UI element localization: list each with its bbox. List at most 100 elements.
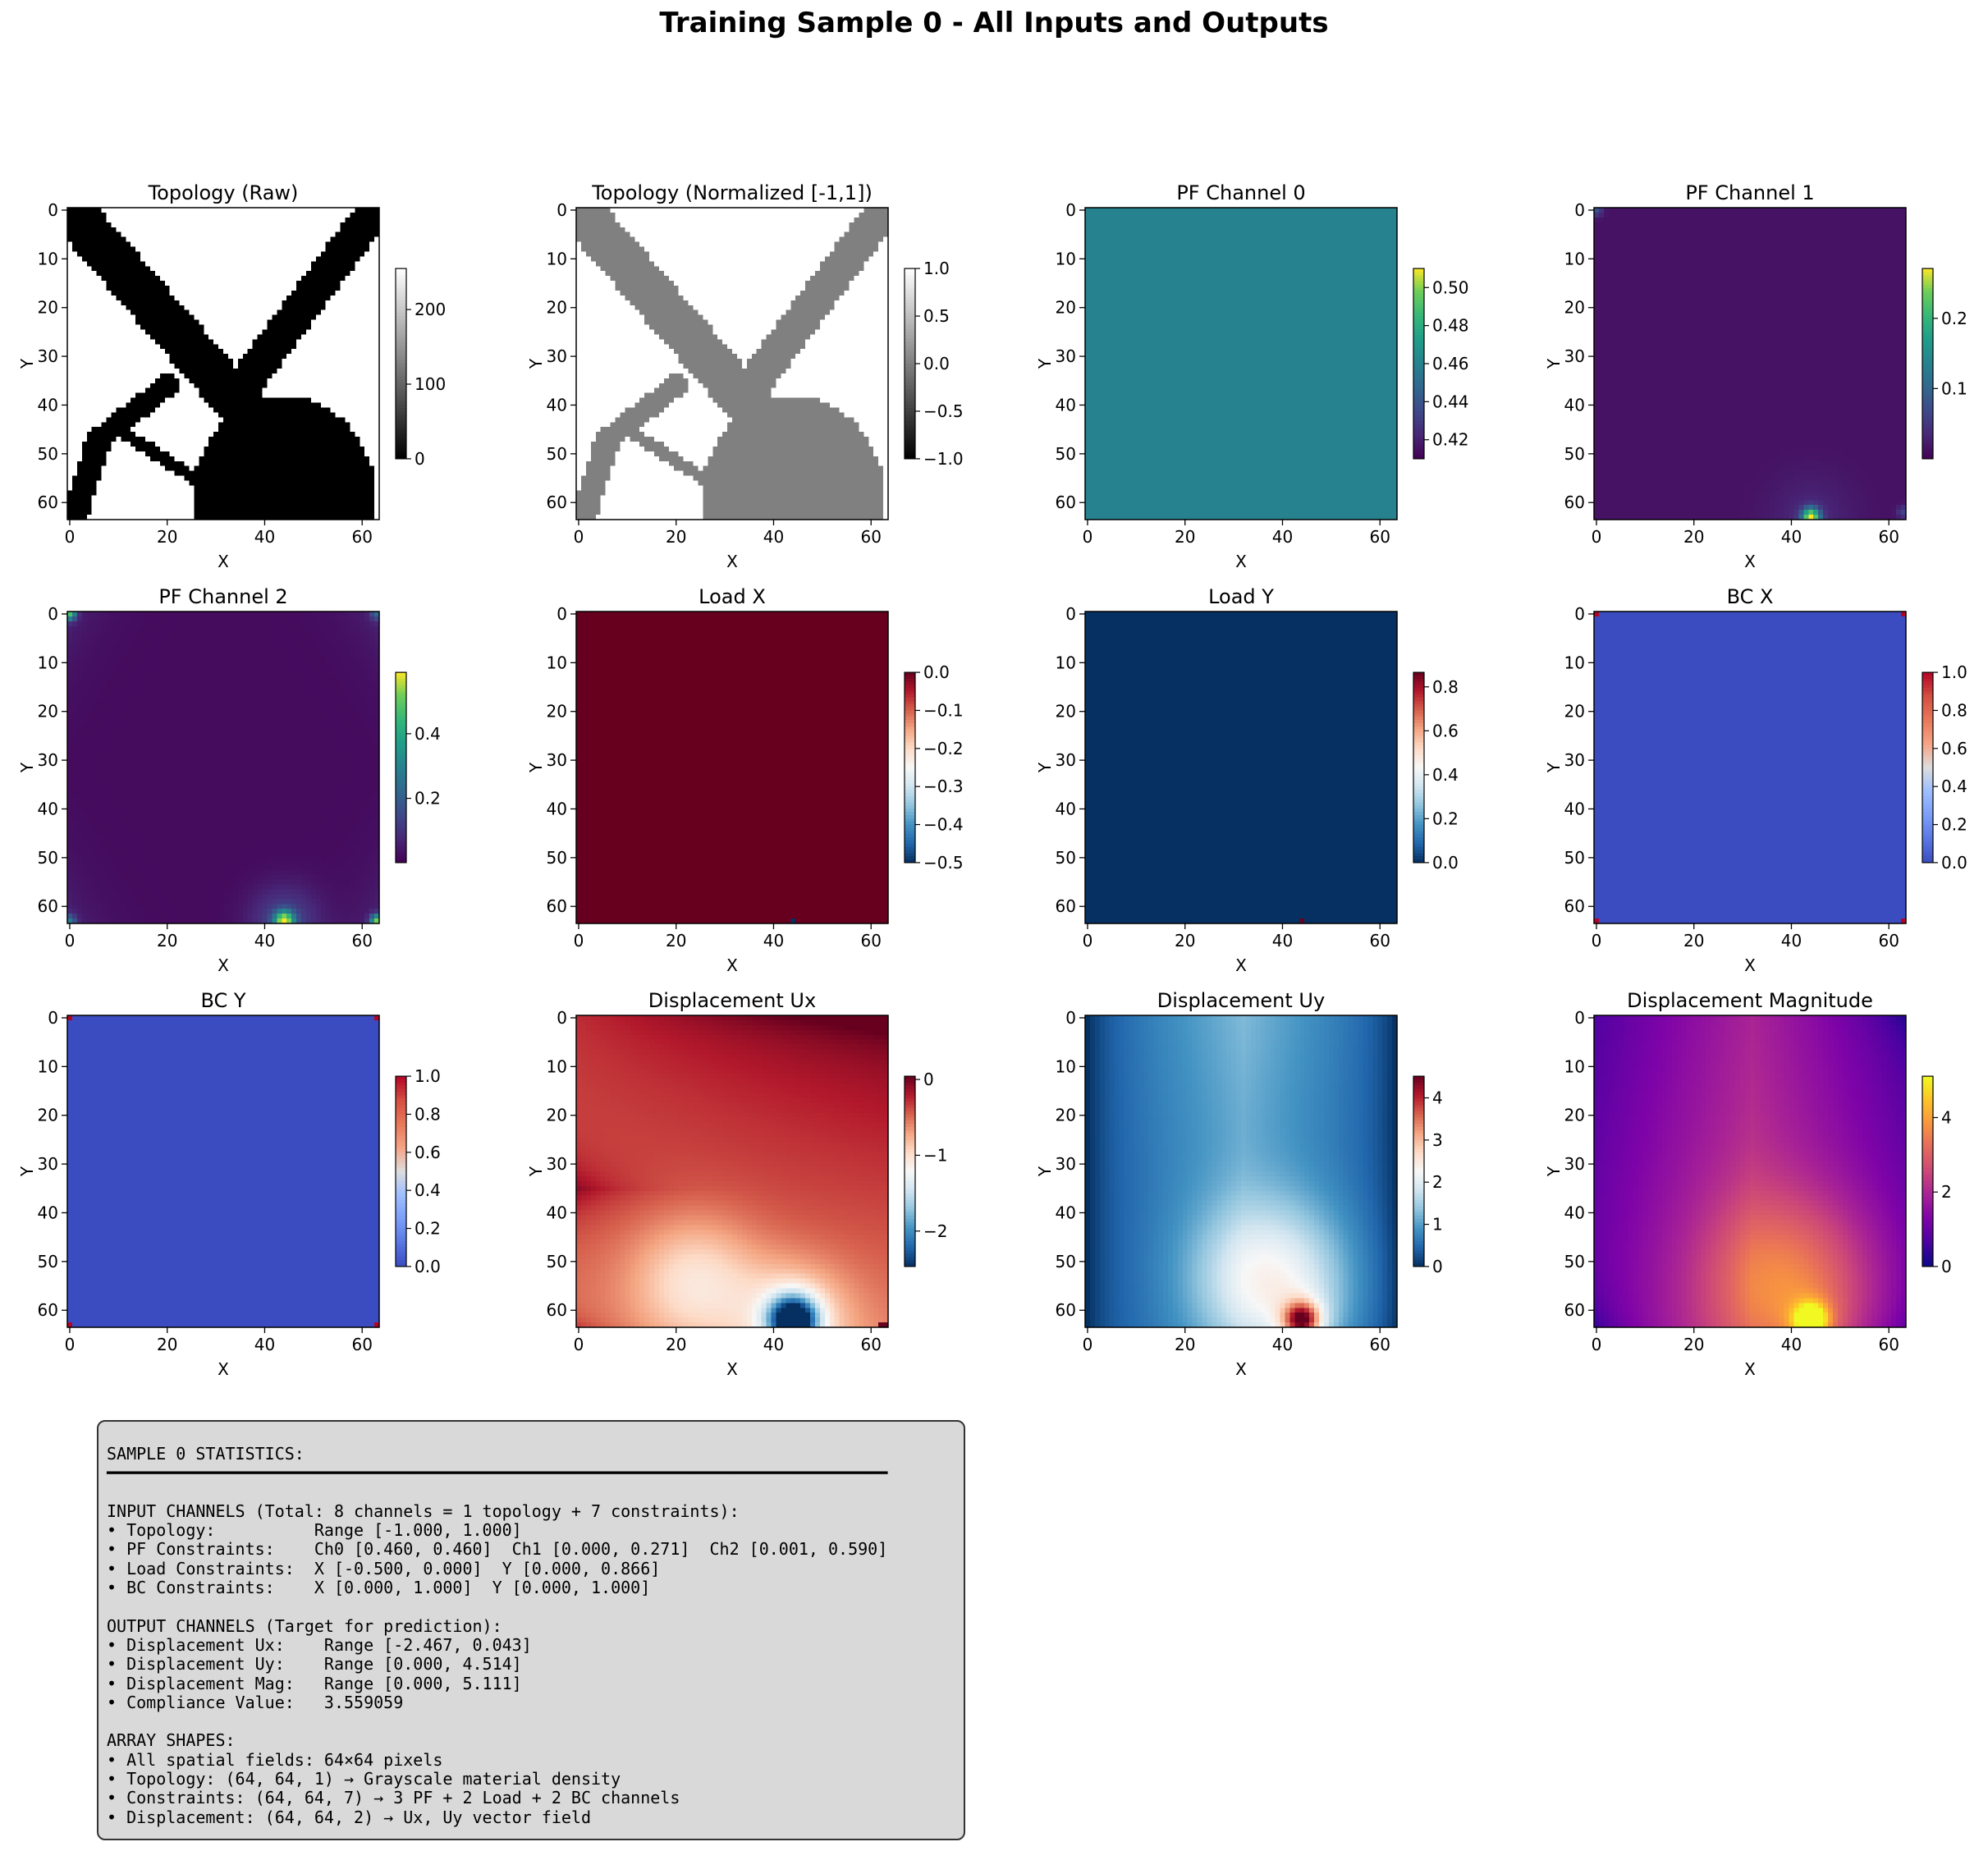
heatmap-cell: [199, 480, 204, 486]
heatmap-cell: [605, 261, 611, 267]
heatmap-cell: [252, 222, 258, 228]
heatmap-cell: [330, 383, 336, 389]
heatmap-cell: [345, 217, 350, 223]
heatmap-cell: [218, 266, 224, 272]
heatmap-cell: [839, 241, 845, 247]
heatmap-cell: [232, 407, 239, 413]
heatmap-cell: [320, 246, 327, 252]
heatmap-cell: [610, 256, 616, 262]
heatmap-cell: [340, 290, 346, 296]
heatmap-cell: [305, 446, 312, 452]
heatmap-cell: [305, 427, 312, 433]
heatmap-cell: [315, 212, 322, 218]
heatmap-cell: [140, 227, 146, 233]
heatmap-cell: [355, 300, 360, 306]
heatmap-cell: [751, 241, 758, 247]
heatmap-cell: [242, 480, 249, 486]
heatmap-cell: [149, 475, 156, 481]
heatmap-cell: [625, 236, 630, 242]
heatmap-cell: [116, 402, 121, 408]
heatmap-cell: [208, 456, 214, 462]
heatmap-cell: [232, 368, 239, 374]
heatmap-cell: [71, 334, 78, 340]
heatmap-cell: [727, 256, 733, 262]
heatmap-cell: [194, 266, 199, 272]
heatmap-cell: [194, 417, 199, 423]
heatmap-cell: [174, 276, 180, 282]
heatmap-cell: [315, 281, 322, 286]
heatmap-cell: [232, 295, 239, 301]
heatmap-cell: [620, 246, 625, 252]
heatmap-cell: [305, 281, 312, 286]
heatmap-cell: [286, 495, 292, 501]
heatmap-cell: [272, 227, 277, 233]
heatmap-cell: [369, 427, 375, 433]
heatmap-cell: [277, 510, 282, 515]
colorbar-segment: [396, 395, 406, 399]
heatmap-cell: [189, 231, 195, 237]
heatmap-cell: [335, 295, 341, 301]
heatmap-cell: [325, 378, 331, 384]
heatmap-cell: [345, 281, 350, 286]
panel-title: Topology (Normalized [-1,1]): [591, 181, 873, 204]
heatmap-cell: [126, 344, 131, 350]
heatmap-cell: [131, 495, 136, 501]
heatmap-cell: [698, 241, 703, 247]
heatmap-cell: [310, 251, 317, 257]
heatmap-cell: [277, 515, 282, 520]
heatmap-cell: [91, 383, 97, 389]
heatmap-cell: [364, 505, 370, 511]
heatmap-cell: [257, 495, 263, 501]
heatmap-cell: [673, 208, 680, 213]
heatmap-cell: [126, 305, 131, 311]
heatmap-cell: [282, 407, 287, 413]
heatmap-cell: [257, 456, 263, 462]
heatmap-cell: [96, 334, 102, 340]
heatmap-cell: [237, 383, 244, 389]
heatmap-cell: [116, 480, 121, 486]
heatmap-cell: [345, 422, 350, 428]
heatmap-cell: [194, 246, 199, 252]
heatmap-cell: [658, 251, 665, 257]
heatmap-cell: [131, 295, 136, 301]
heatmap-cell: [116, 490, 121, 496]
heatmap-cell: [364, 422, 370, 428]
heatmap-cell: [76, 480, 83, 486]
heatmap-cell: [101, 251, 107, 257]
heatmap-cell: [615, 222, 621, 228]
heatmap-cell: [135, 261, 141, 267]
heatmap-cell: [776, 256, 781, 262]
panel-title: Topology (Raw): [148, 181, 299, 204]
heatmap-cell: [374, 236, 380, 242]
heatmap-cell: [320, 378, 327, 384]
heatmap-cell: [330, 319, 336, 325]
heatmap-cell: [756, 256, 762, 262]
heatmap-cell: [213, 480, 219, 486]
heatmap-cell: [262, 392, 268, 398]
heatmap-cell: [315, 227, 322, 233]
heatmap-cell: [96, 510, 102, 515]
heatmap-cell: [330, 208, 336, 213]
heatmap-cell: [800, 222, 806, 228]
heatmap-cell: [189, 324, 195, 330]
heatmap-cell: [96, 354, 102, 360]
heatmap-cell: [232, 286, 239, 291]
heatmap-cell: [213, 407, 219, 413]
heatmap-cell: [223, 256, 229, 262]
heatmap-cell: [184, 437, 190, 442]
heatmap-cell: [199, 442, 204, 447]
heatmap-cell: [786, 241, 791, 247]
heatmap-cell: [204, 510, 209, 515]
heatmap-cell: [296, 256, 302, 262]
heatmap-cell: [630, 251, 635, 257]
heatmap-cell: [169, 383, 175, 389]
heatmap-cell: [360, 368, 365, 374]
heatmap-cell: [135, 286, 141, 291]
heatmap-cell: [204, 246, 209, 252]
heatmap-cell: [179, 495, 185, 501]
heatmap-cell: [106, 212, 112, 218]
heatmap-cell: [868, 231, 874, 237]
heatmap-cell: [189, 442, 195, 447]
heatmap-cell: [71, 359, 78, 364]
heatmap-cell: [325, 407, 331, 413]
